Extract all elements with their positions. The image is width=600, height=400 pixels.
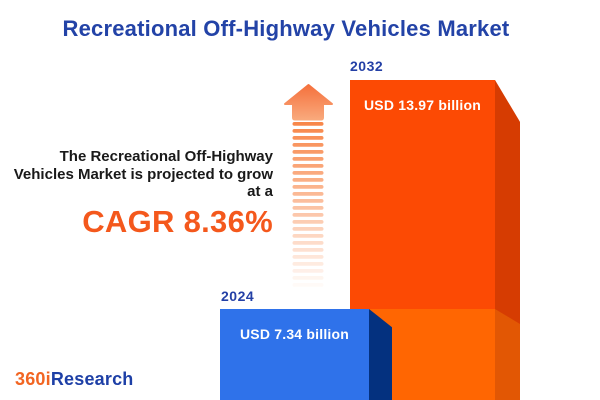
brand-logo: 360iResearch	[15, 369, 134, 390]
cagr-value: CAGR 8.36%	[82, 203, 273, 239]
annotation-line-3: at a	[247, 183, 273, 200]
annotation-line-2: Vehicles Market is projected to grow	[13, 165, 273, 183]
annotation-line-1: The Recreational Off-Highway	[59, 148, 273, 165]
arrow-head	[284, 84, 333, 121]
bar-2024-front	[220, 309, 369, 400]
annotation-block: The Recreational Off-Highway Vehicles Ma…	[0, 148, 273, 237]
arrow-stripes	[292, 122, 324, 287]
brand-logo-part1: 360i	[15, 369, 51, 389]
bar-2024-year-label: 2024	[221, 288, 255, 304]
brand-logo-part2: Research	[50, 369, 134, 389]
bar-2032-year-label: 2032	[350, 58, 384, 74]
bar-2024-value-label: USD 7.34 billion	[240, 326, 349, 342]
bar-2024-side	[369, 309, 392, 400]
bar-2032-value-label: USD 13.97 billion	[364, 97, 481, 113]
growth-arrow-icon	[284, 84, 333, 287]
bar-2032-base-side	[495, 309, 520, 400]
page-title: Recreational Off-Highway Vehicles Market	[62, 16, 510, 41]
